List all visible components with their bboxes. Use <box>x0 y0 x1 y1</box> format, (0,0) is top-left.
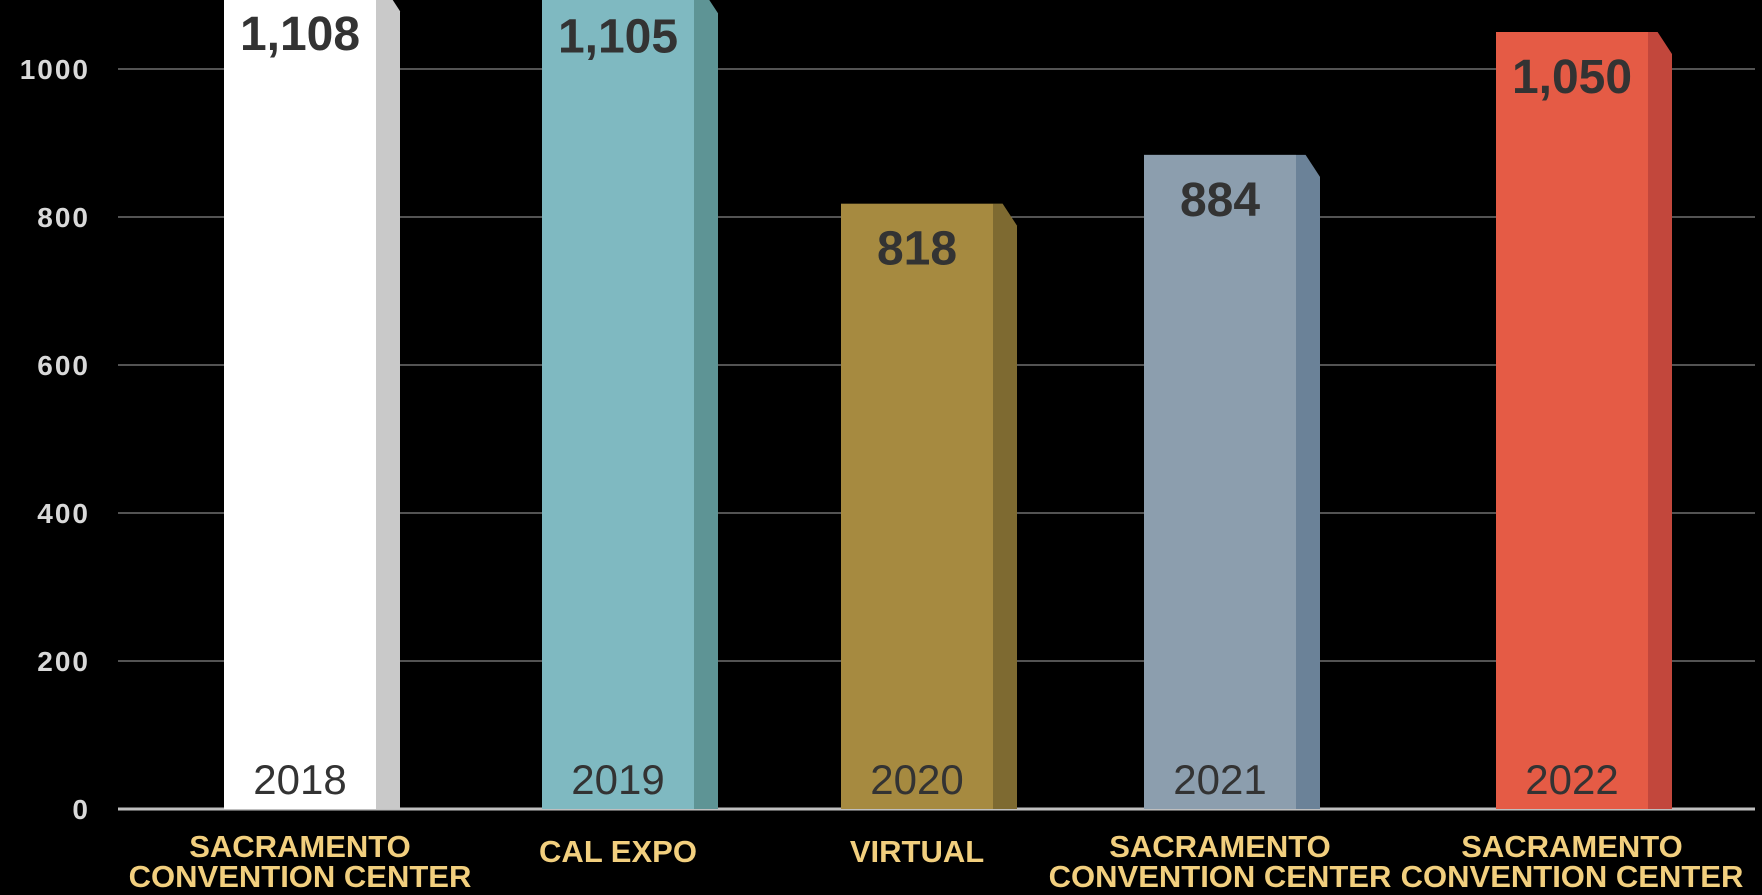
bar-value-label: 884 <box>1180 174 1260 227</box>
venue-label: SACRAMENTO <box>1461 829 1683 864</box>
bar-side <box>694 0 718 809</box>
x-tick-label: 2022 <box>1525 756 1618 803</box>
bar <box>1144 154 1296 810</box>
bar-group: 884 2021 <box>1144 154 1320 810</box>
bar <box>224 0 376 809</box>
x-tick-label: 2021 <box>1173 756 1266 803</box>
bar-group: 1,108 2018 <box>224 0 400 809</box>
bar-value-label: 818 <box>877 223 957 276</box>
bar-group: 818 2020 <box>841 203 1017 809</box>
x-tick-label: 2020 <box>870 756 963 803</box>
y-tick-label: 1000 <box>20 54 90 85</box>
x-tick-label: 2018 <box>253 756 346 803</box>
venue-label: CAL EXPO <box>539 834 697 869</box>
bar <box>1496 32 1648 809</box>
y-tick-label: 0 <box>72 794 90 825</box>
bar <box>841 203 993 809</box>
bar-side <box>993 203 1017 809</box>
bar-value-label: 1,105 <box>558 10 678 63</box>
venue-label: VIRTUAL <box>850 834 984 869</box>
venue-label: CONVENTION CENTER <box>1401 859 1744 894</box>
bar-group: 1,050 2022 <box>1496 32 1672 809</box>
y-tick-label: 600 <box>37 350 90 381</box>
venue-label: SACRAMENTO <box>1109 829 1331 864</box>
y-axis-tick-labels: 0 200 400 600 800 1000 <box>20 54 90 825</box>
bars: 1,108 2018 1,105 2019 818 2020 884 2021 1,050 202… <box>224 0 1672 810</box>
venue-label: CONVENTION CENTER <box>129 859 472 894</box>
y-tick-label: 400 <box>37 498 90 529</box>
y-tick-label: 200 <box>37 646 90 677</box>
y-tick-label: 800 <box>37 202 90 233</box>
venue-label: SACRAMENTO <box>189 829 411 864</box>
bar-group: 1,105 2019 <box>542 0 718 810</box>
bar-side <box>376 0 400 809</box>
x-tick-label: 2019 <box>571 756 664 803</box>
bar-side <box>1648 32 1672 809</box>
bar-value-label: 1,050 <box>1512 51 1632 104</box>
bar-value-label: 1,108 <box>240 8 360 61</box>
bar <box>542 0 694 810</box>
venue-label: CONVENTION CENTER <box>1049 859 1392 894</box>
bar-side <box>1296 154 1320 810</box>
